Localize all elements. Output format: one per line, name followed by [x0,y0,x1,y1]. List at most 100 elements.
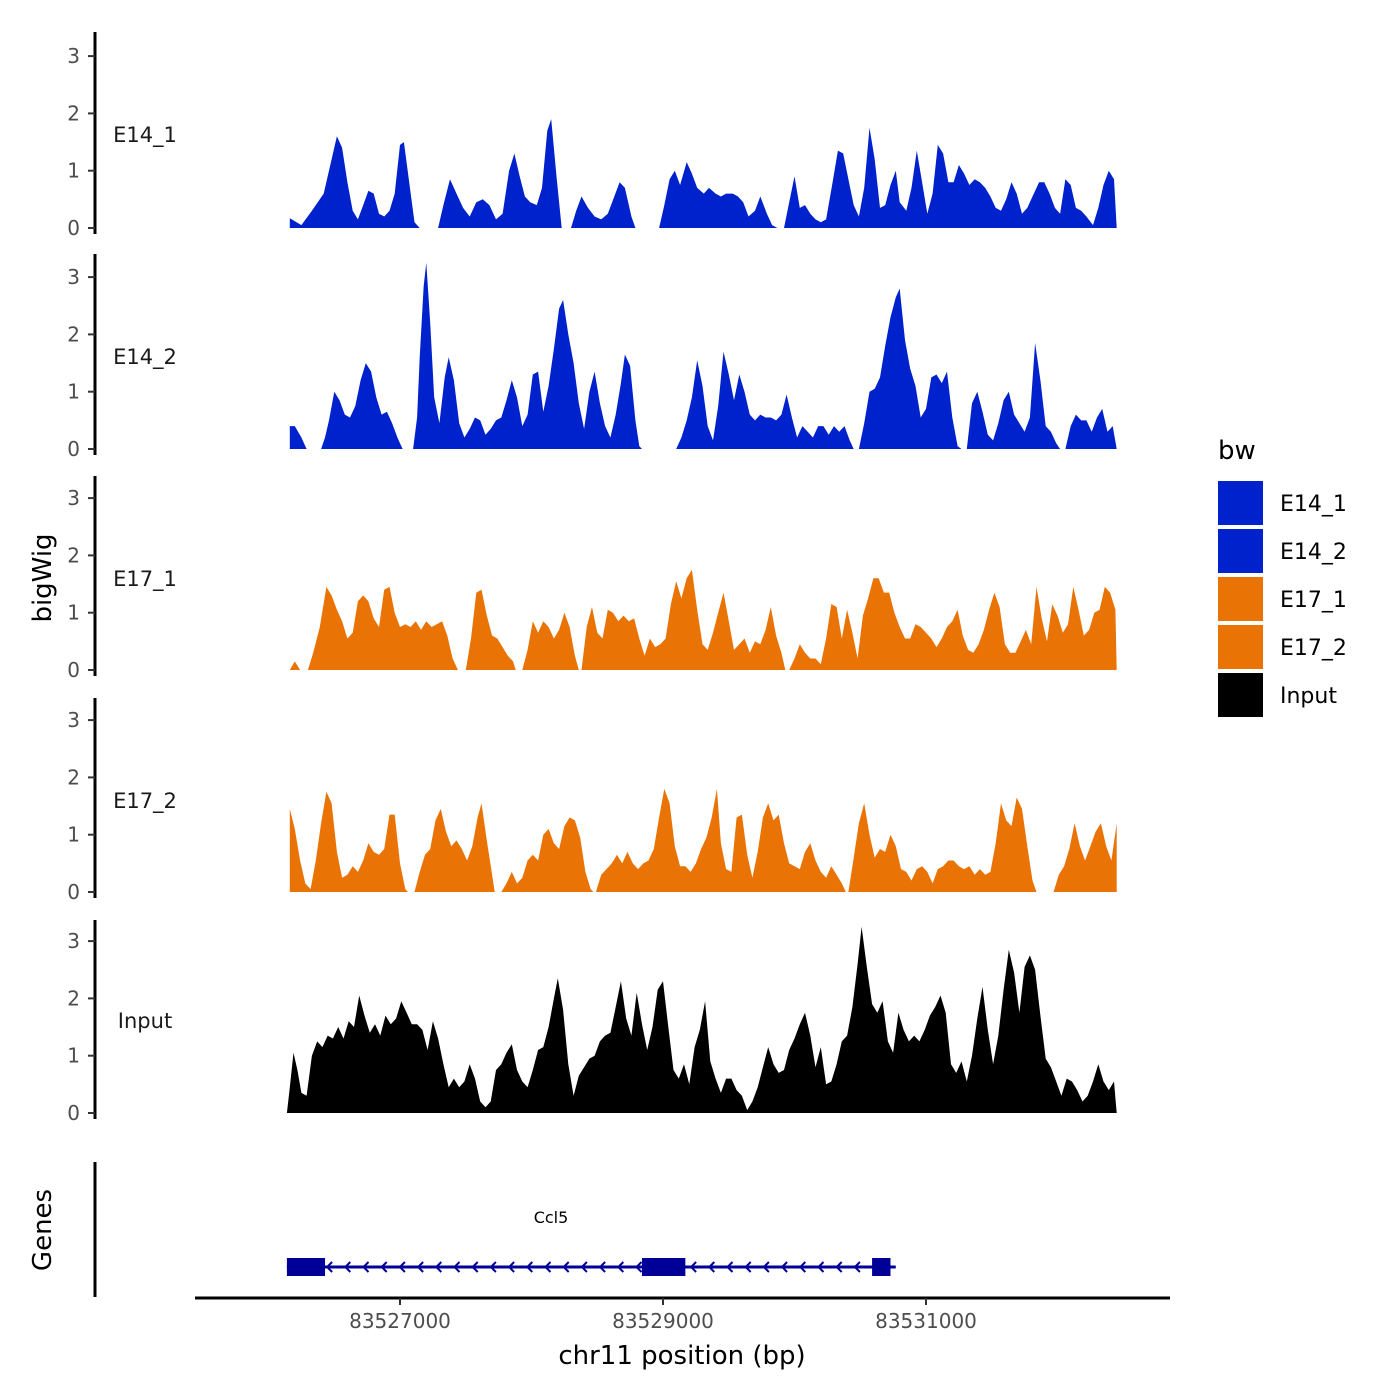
strand-arrow [817,1261,825,1273]
track-E17_2: 0 1 2 3 E17_2 [67,698,1117,904]
coverage-area-E17_1 [789,578,1117,670]
gene-exon [872,1258,891,1276]
track-E14_2: 0 1 2 3 E14_2 [67,254,1117,461]
y-tick-label: 0 [67,880,80,904]
coverage-area-E14_1 [784,127,1117,228]
legend-label: E14_1 [1280,492,1347,517]
coverage-area-E17_1 [465,589,516,670]
strand-arrow [398,1261,406,1273]
coverage-area-E14_1 [571,182,636,228]
coverage-area-E14_2 [413,262,642,449]
coverage-area-E14_2 [321,363,403,449]
strand-arrow [434,1261,443,1273]
x-tick-label: 83531000 [875,1309,977,1333]
legend-label: Input [1280,684,1337,709]
y-tick-label: 0 [67,658,80,682]
coverage-area-E17_2 [1053,823,1117,892]
strand-arrow [380,1261,388,1273]
gene-track-title: Genes [28,1189,58,1271]
strand-arrow [507,1261,515,1273]
track-label: E14_2 [113,345,177,370]
legend: bw E14_1 E14_2 E17_1 E17_2 Input [1218,436,1347,717]
y-tick-label: 1 [67,823,80,847]
coverage-area-E14_2 [858,288,962,449]
strand-arrow [525,1261,534,1273]
strand-arrow [616,1261,625,1273]
coverage-area-E17_2 [414,803,495,892]
gene-name-label: Ccl5 [534,1208,569,1227]
strand-arrow [325,1261,333,1273]
y-tick-label: 1 [67,601,80,625]
coverage-tracks: 0 1 2 3 E14_1 0 1 2 3 E14_2 0 1 2 3 E17_1 0 1 2 3 E17_2 0 1 2 3… [67,32,1117,1125]
track-label: E17_1 [113,567,177,592]
strand-arrow [707,1261,716,1273]
y-tick-label: 1 [67,380,80,404]
y-tick-label: 2 [67,765,80,789]
y-tick-label: 3 [67,265,80,289]
strand-arrow [780,1261,788,1273]
strand-arrow [343,1261,352,1273]
y-tick-label: 3 [67,929,80,953]
legend-swatch-E17_2 [1218,625,1263,669]
legend-swatch-E17_1 [1218,577,1263,621]
gene-track: Genes Ccl5 [28,1162,896,1297]
coverage-area-E17_2 [501,817,594,892]
strand-arrow [580,1261,588,1273]
strand-arrow [544,1261,552,1273]
strand-arrow [689,1261,697,1273]
track-label: E17_2 [113,789,177,814]
coverage-area-E14_2 [676,351,854,449]
gene-exon [286,1258,326,1276]
coverage-area-Input [286,926,1117,1113]
gene-exon [641,1258,686,1276]
strand-arrow [453,1261,461,1273]
y-tick-label: 1 [67,159,80,183]
strand-arrow [489,1261,497,1273]
x-tick-label: 83527000 [349,1309,451,1333]
coverage-area-E17_1 [307,586,458,670]
strand-arrow [362,1261,370,1273]
strand-arrow [635,1261,643,1273]
coverage-area-E14_2 [1065,408,1117,449]
y-tick-label: 3 [67,708,80,732]
y-tick-label: 0 [67,216,80,240]
coverage-area-E14_1 [289,136,420,228]
y-tick-label: 2 [67,543,80,567]
y-tick-label: 0 [67,437,80,461]
strand-arrow [835,1261,843,1273]
strand-arrow [598,1261,606,1273]
y-tick-label: 3 [67,44,80,68]
track-label: E14_1 [113,123,177,148]
track-Input: 0 1 2 3 Input [67,920,1117,1125]
legend-label: E14_2 [1280,540,1347,565]
strand-arrow [562,1261,570,1273]
coverage-area-E17_2 [848,797,1037,892]
strand-arrow [726,1261,734,1273]
coverage-area-E14_1 [659,162,778,228]
y-tick-label: 3 [67,486,80,510]
strand-arrow [762,1261,770,1273]
strand-arrow [744,1261,752,1273]
legend-swatch-Input [1218,673,1263,717]
coverage-area-E17_1 [289,661,301,670]
x-axis: 83527000 83529000 83531000 [195,1296,1170,1333]
strand-arrow [853,1261,861,1273]
coverage-area-E17_2 [595,788,846,892]
legend-title: bw [1218,436,1256,466]
coverage-area-E17_1 [581,569,786,670]
x-axis-title: chr11 position (bp) [558,1341,805,1371]
y-tick-label: 2 [67,322,80,346]
coverage-area-E14_2 [289,426,307,449]
strand-arrow [471,1261,479,1273]
strand-arrow [798,1261,807,1273]
coverage-area-E17_1 [522,612,579,670]
track-label: Input [118,1009,172,1033]
y-tick-label: 1 [67,1044,80,1068]
strand-arrow [416,1261,424,1273]
x-tick-label: 83529000 [612,1309,714,1333]
y-tick-label: 2 [67,986,80,1010]
y-tick-label: 0 [67,1101,80,1125]
y-axis-title: bigWig [28,533,58,622]
coverage-area-E14_2 [966,343,1061,449]
